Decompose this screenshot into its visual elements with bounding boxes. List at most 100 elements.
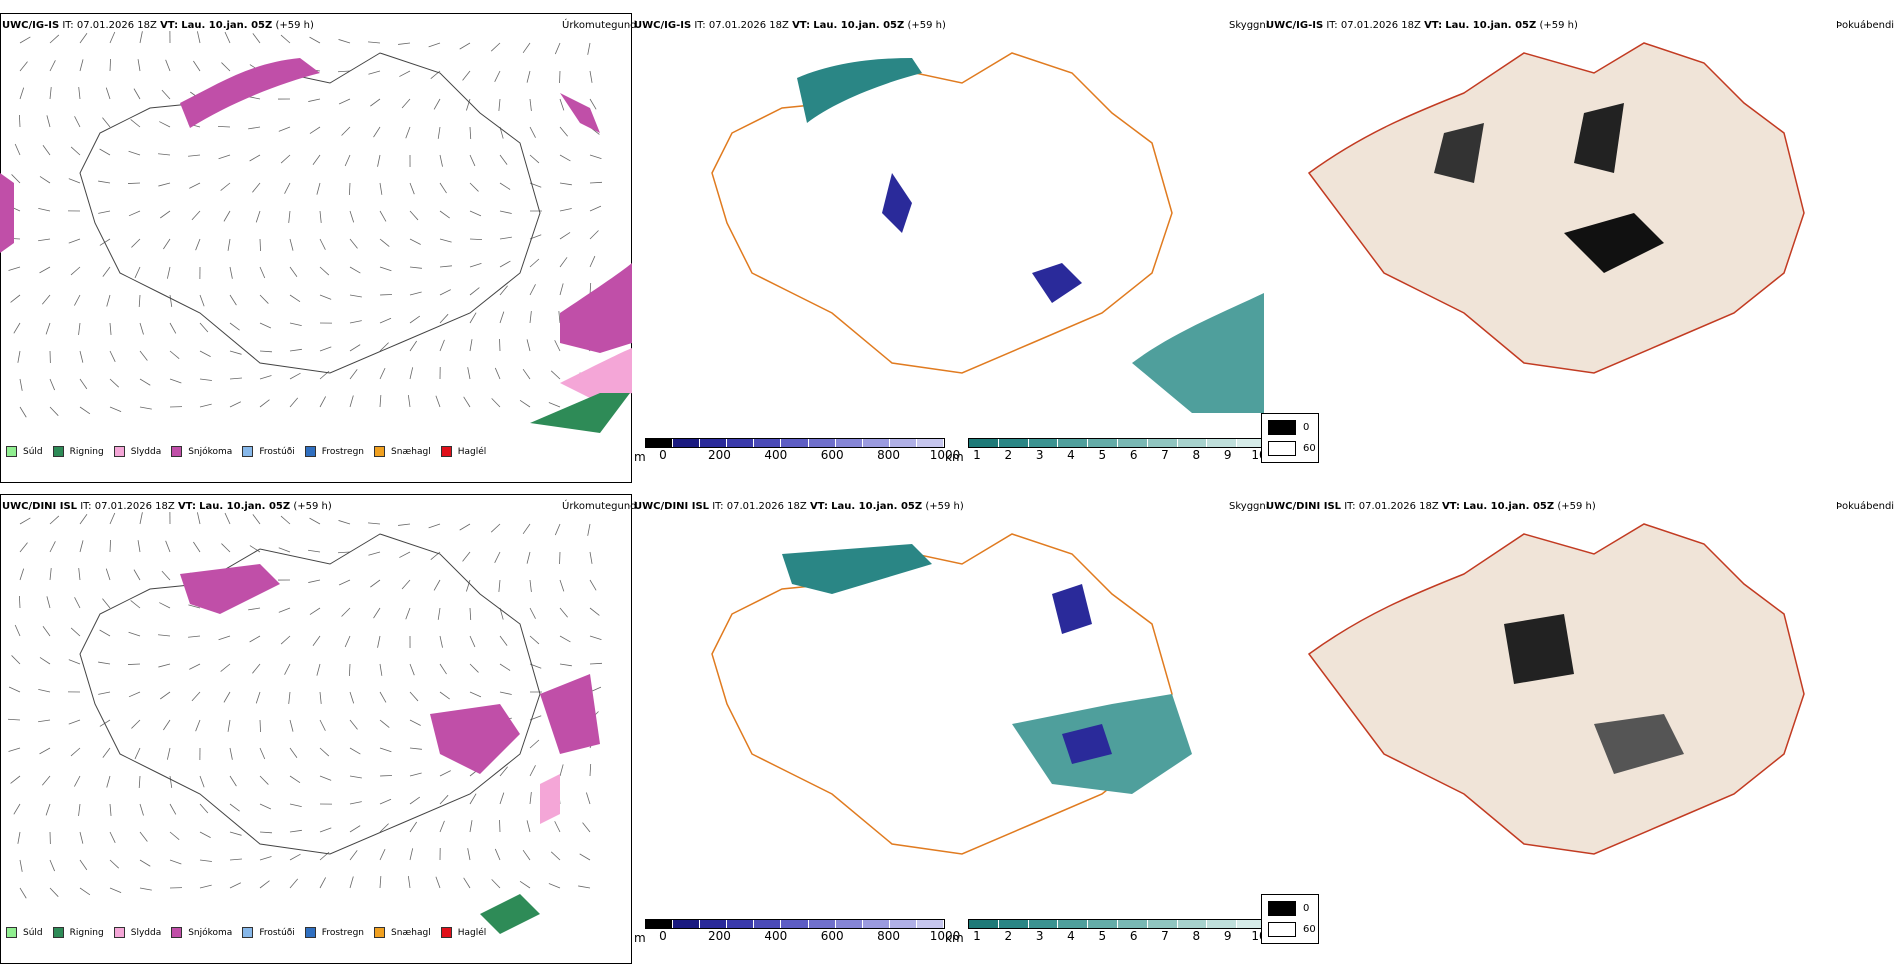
colorbar-tick: 0	[659, 448, 667, 462]
precip-legend-item: Frostúði	[242, 927, 294, 938]
legend-swatch	[305, 927, 316, 938]
precip-map	[0, 494, 632, 964]
legend-label: Snjókoma	[188, 928, 232, 938]
colorbar-tick: 3	[1036, 448, 1044, 462]
colorbar-tick: 200	[708, 929, 731, 943]
legend-label: Rigning	[70, 447, 104, 457]
legend-label: Haglél	[458, 447, 487, 457]
legend-swatch	[441, 446, 452, 457]
legend-swatch	[171, 446, 182, 457]
panel-fog-igis: UWC/IG-IS IT: 07.01.2026 18Z VT: Lau. 10…	[1264, 13, 1896, 483]
panel-type: Úrkomutegund	[562, 501, 637, 512]
colorbar-tick: 7	[1161, 448, 1169, 462]
legend-swatch	[242, 446, 253, 457]
legend-label: Snæhagl	[391, 447, 431, 457]
colorbar-tick: 400	[764, 448, 787, 462]
colorbar-tick: 9	[1224, 929, 1232, 943]
legend-swatch	[171, 927, 182, 938]
panel-type: Þokuábendi	[1836, 501, 1894, 512]
legend-swatch	[53, 446, 64, 457]
legend-swatch	[374, 927, 385, 938]
colorbar-tick: 6	[1130, 929, 1138, 943]
colorbar-tick: 4	[1067, 448, 1075, 462]
precip-legend-item: Slydda	[114, 446, 161, 457]
precip-map	[0, 13, 632, 483]
colorbar-tick: 5	[1099, 448, 1107, 462]
precip-legend-item: Snæhagl	[374, 927, 431, 938]
legend-label: Snæhagl	[391, 928, 431, 938]
precip-legend-item: Haglél	[441, 927, 487, 938]
precip-legend-item: Frostregn	[305, 446, 364, 457]
colorbar-tick: 1	[973, 929, 981, 943]
colorbar-tick: 8	[1193, 929, 1201, 943]
colorbar-tick: 2	[1005, 448, 1013, 462]
panel-type: Skyggni	[1229, 20, 1269, 31]
colorbar-tick: 800	[877, 929, 900, 943]
legend-label: Slydda	[131, 447, 161, 457]
legend-swatch	[441, 927, 452, 938]
legend-swatch	[6, 446, 17, 457]
visibility-map	[632, 13, 1264, 483]
colorbar-tick: 0	[659, 929, 667, 943]
colorbar-tick: 3	[1036, 929, 1044, 943]
fog-map	[1264, 13, 1900, 483]
panel-visibility-dini: UWC/DINI ISL IT: 07.01.2026 18Z VT: Lau.…	[632, 494, 1264, 964]
legend-label: Rigning	[70, 928, 104, 938]
legend-swatch	[374, 446, 385, 457]
colorbar-tick: 7	[1161, 929, 1169, 943]
precip-legend-item: Slydda	[114, 927, 161, 938]
legend-label: Frostregn	[322, 928, 364, 938]
colorbar-tick: 9	[1224, 448, 1232, 462]
legend-swatch	[305, 446, 316, 457]
panel-type: Skyggni	[1229, 501, 1269, 512]
colorbar-tick: 4	[1067, 929, 1075, 943]
panel-type: Úrkomutegund	[562, 20, 637, 31]
panel-type: Þokuábendi	[1836, 20, 1894, 31]
fog-map	[1264, 494, 1900, 964]
legend-swatch	[6, 927, 17, 938]
legend-swatch	[242, 927, 253, 938]
precip-legend-item: Snjókoma	[171, 927, 232, 938]
precip-legend: Súld Rigning Slydda Snjókoma Frostúði Frostre…	[6, 446, 496, 457]
colorbar-tick: 2	[1005, 929, 1013, 943]
colorbar-tick: 400	[764, 929, 787, 943]
panel-fog-dini: UWC/DINI ISL IT: 07.01.2026 18Z VT: Lau.…	[1264, 494, 1896, 964]
legend-swatch	[53, 927, 64, 938]
precip-legend-item: Súld	[6, 927, 43, 938]
legend-label: Frostúði	[259, 447, 294, 457]
colorbar-tick: 200	[708, 448, 731, 462]
legend-label: Súld	[23, 928, 43, 938]
legend-label: Snjókoma	[188, 447, 232, 457]
precip-legend-item: Rigning	[53, 927, 104, 938]
panel-precip-type-dini: UWC/DINI ISL IT: 07.01.2026 18Z VT: Lau.…	[0, 494, 632, 964]
colorbar-tick: 6	[1130, 448, 1138, 462]
legend-label: Súld	[23, 447, 43, 457]
panel-precip-type-igis: UWC/IG-IS IT: 07.01.2026 18Z VT: Lau. 10…	[0, 13, 632, 483]
precip-legend-item: Snæhagl	[374, 446, 431, 457]
colorbar-tick: 5	[1099, 929, 1107, 943]
legend-label: Slydda	[131, 928, 161, 938]
colorbar-tick: 1	[973, 448, 981, 462]
panel-visibility-igis: UWC/IG-IS IT: 07.01.2026 18Z VT: Lau. 10…	[632, 13, 1264, 483]
fog-legend: 0 60	[1261, 894, 1319, 944]
precip-legend: Súld Rigning Slydda Snjókoma Frostúði Frostre…	[6, 927, 496, 938]
precip-legend-item: Frostregn	[305, 927, 364, 938]
colorbar-tick: 8	[1193, 448, 1201, 462]
fog-legend: 0 60	[1261, 413, 1319, 463]
precip-legend-item: Rigning	[53, 446, 104, 457]
legend-label: Frostregn	[322, 447, 364, 457]
legend-swatch	[114, 446, 125, 457]
precip-legend-item: Súld	[6, 446, 43, 457]
colorbar-tick: 800	[877, 448, 900, 462]
precip-legend-item: Snjókoma	[171, 446, 232, 457]
legend-swatch	[114, 927, 125, 938]
legend-label: Frostúði	[259, 928, 294, 938]
precip-legend-item: Haglél	[441, 446, 487, 457]
legend-label: Haglél	[458, 928, 487, 938]
colorbar-tick: 600	[821, 929, 844, 943]
visibility-map	[632, 494, 1264, 964]
